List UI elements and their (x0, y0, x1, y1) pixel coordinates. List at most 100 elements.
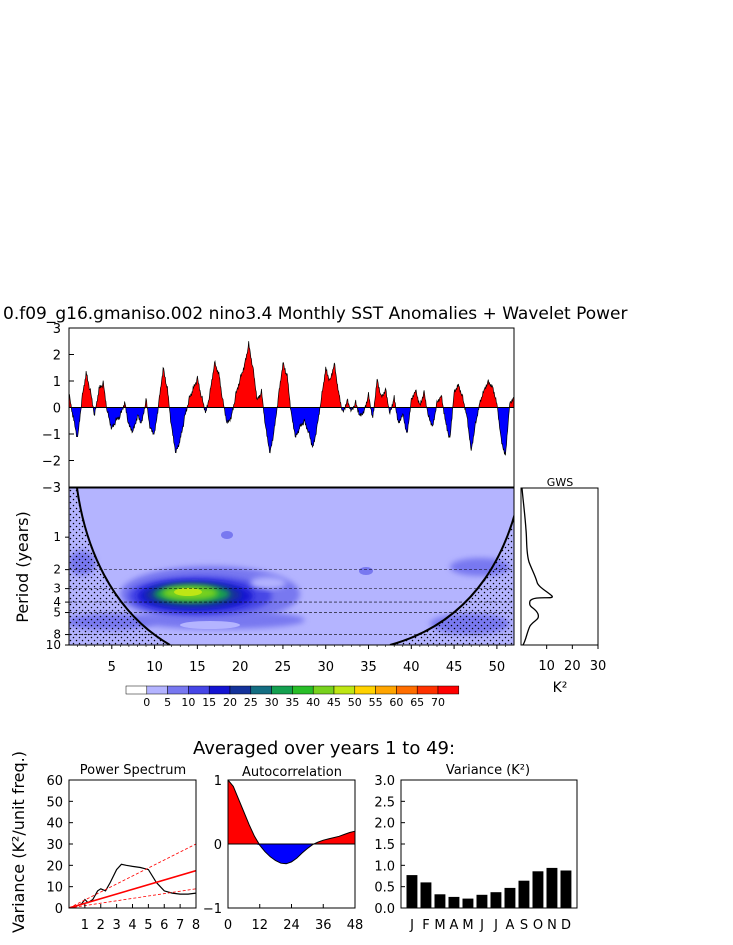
gws-title: GWS (547, 476, 573, 489)
autocorrelation-line (227, 779, 356, 865)
autocorrelation-panel: Autocorrelation 10−10 12 24 36 48 (203, 765, 363, 933)
autocorrelation-negative-area (228, 844, 355, 864)
wavelet-ylabel: Period (years) (13, 511, 32, 623)
wavelet-ytick-label: 3 (53, 582, 61, 596)
autocorrelation-ytick-label: 0 (214, 838, 222, 853)
coi-stipple-bottom (170, 645, 390, 649)
variance-bar (504, 887, 516, 908)
colorbar-label: 55 (369, 696, 383, 709)
autocorrelation-xtick-label: 12 (251, 918, 268, 933)
wavelet-xtick-label: 10 (146, 660, 163, 675)
power-spectrum-spectrum-line (72, 863, 196, 908)
variance-ytick-label: 1.0 (374, 859, 395, 874)
variance-ytick-label: 3.0 (374, 774, 395, 789)
colorbar-swatch (396, 685, 418, 695)
wavelet-xtick-label: 40 (403, 660, 420, 675)
power-spectrum-xtick-label: 7 (176, 918, 184, 933)
wavelet-xtick-label: 5 (108, 660, 116, 675)
variance-ytick-label: 1.5 (374, 838, 395, 853)
power-spectrum-xtick-label: 8 (192, 918, 200, 933)
variance-bar (532, 871, 544, 908)
power-spectrum-ytick-label: 60 (46, 774, 63, 789)
colorbar-label: 10 (181, 696, 195, 709)
power-spectrum-ytick-label: 0 (55, 902, 63, 917)
autocorrelation-xtick-label: 48 (347, 918, 364, 933)
colorbar-swatch (375, 685, 397, 695)
variance-xtick-label: A (450, 918, 459, 933)
anomaly-positive-area (69, 341, 514, 408)
variance-xtick-label: A (506, 918, 515, 933)
power-spectrum-title: Power Spectrum (80, 763, 186, 778)
variance-title: Variance (K²) (446, 763, 530, 778)
colorbar-swatch (271, 685, 293, 695)
cone-of-influence (76, 488, 514, 645)
colorbar-swatch (333, 685, 356, 695)
colorbar-label: 15 (202, 696, 216, 709)
wavelet-xtick-label: 30 (317, 660, 334, 675)
power-spectrum-red-noise-line (69, 869, 196, 908)
colorbar-label: 5 (164, 696, 171, 709)
variance-bar (434, 894, 446, 908)
variance-bar (420, 882, 432, 908)
power-spectrum-xtick-label: 5 (144, 918, 152, 933)
variance-xtick-label: F (422, 918, 429, 933)
colorbar-swatch (125, 685, 148, 695)
anomaly-ytick-label: 3 (53, 322, 61, 337)
gws-xtick-label: 10 (538, 659, 555, 674)
gws-line (521, 487, 553, 646)
gws-xlabel: K² (553, 680, 568, 696)
variance-xtick-label: N (547, 918, 557, 933)
wavelet-ytick-label: 1 (53, 530, 61, 544)
wavelet-hole (250, 577, 286, 589)
wavelet-blob-dot (221, 531, 233, 539)
wavelet-ytick-label: 5 (53, 606, 61, 620)
power-spectrum-ytick-label: 30 (46, 838, 63, 853)
anomaly-negative-area (69, 407, 514, 456)
wavelet-xtick-label: 50 (489, 660, 506, 675)
power-spectrum-ytick-label: 10 (46, 881, 63, 896)
gws-xtick-label: 30 (590, 659, 607, 674)
figure-title: 0.f09_g16.gmaniso.002 nino3.4 Monthly SS… (3, 304, 628, 324)
gws-xtick-label: 20 (564, 659, 581, 674)
anomaly-panel: 3 2 1 0 −1 −2 −3 (42, 322, 515, 496)
colorbar-swatch (437, 685, 460, 695)
power-spectrum-lower-5-line (69, 888, 196, 908)
variance-bar (448, 896, 460, 908)
power-spectrum-xtick-label: 6 (160, 918, 168, 933)
variance-xtick-label: J (409, 918, 414, 933)
colorbar-label: 50 (348, 696, 362, 709)
variance-bar (462, 898, 474, 908)
variance-xtick-label: M (434, 918, 445, 933)
colorbar-label: 20 (223, 696, 237, 709)
wavelet-ytick-label: 10 (46, 638, 61, 652)
anomaly-ytick-label: 1 (53, 375, 61, 390)
autocorrelation-positive-area (228, 780, 355, 844)
wavelet-xtick-label: 35 (360, 660, 377, 675)
gws-frame (520, 487, 599, 646)
colorbar: 0 5 10 15 20 25 30 35 40 45 50 55 60 65 70 (125, 685, 460, 709)
power-spectrum-upper-95-line (69, 843, 196, 908)
autocorrelation-title: Autocorrelation (242, 765, 342, 780)
anomaly-ytick-label: −1 (42, 428, 61, 443)
power-spectrum-xtick-label: 1 (81, 918, 89, 933)
power-spectrum-ytick-label: 40 (46, 817, 63, 832)
colorbar-label: 30 (265, 696, 279, 709)
power-spectrum-xtick-label: 2 (97, 918, 105, 933)
colorbar-swatch (208, 685, 231, 695)
coi-stipple (69, 488, 170, 645)
wavelet-xtick-label: 45 (446, 660, 463, 675)
colorbar-label: 25 (244, 696, 258, 709)
colorbar-label: 0 (143, 696, 150, 709)
power-spectrum-xtick-label: 4 (128, 918, 136, 933)
colorbar-swatch (167, 685, 189, 695)
anomaly-ytick-label: −3 (42, 481, 61, 496)
wavelet-blob-small (359, 567, 373, 575)
wavelet-ytick-label: 8 (53, 628, 61, 642)
variance-panel: Variance (K²) 0.00.51.01.52.02.53.0J F M A M… (374, 763, 578, 933)
variance-xtick-label: J (479, 918, 484, 933)
colorbar-swatch (416, 685, 439, 695)
wavelet-hole-low (180, 621, 240, 629)
variance-xtick-label: M (462, 918, 473, 933)
coi-stipple-right (390, 488, 514, 645)
